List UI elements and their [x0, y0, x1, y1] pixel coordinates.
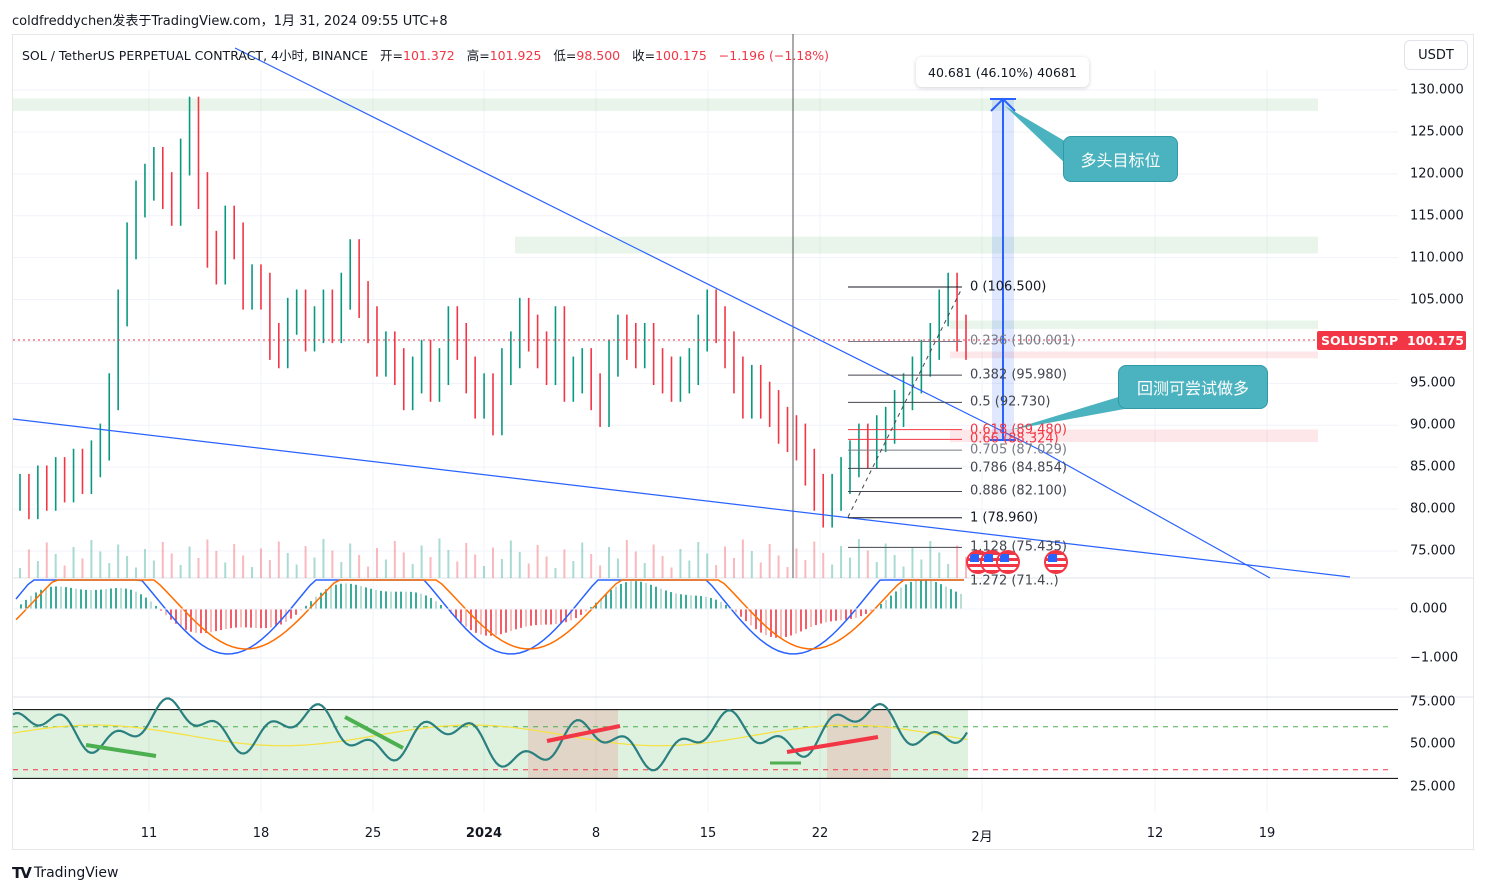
trendline-upper	[1039, 449, 1271, 579]
price-axis-label: 125.000	[1410, 124, 1464, 140]
time-axis-label: 11	[140, 826, 158, 841]
fvg-zone	[950, 320, 1318, 329]
price-tag-value: 100.175	[1407, 333, 1464, 348]
fib-level-label: 0.236 (100.001)	[970, 333, 1076, 349]
fib-level-label: 0.886 (82.100)	[970, 483, 1067, 499]
price-axis-label: 120.000	[1410, 166, 1464, 182]
chart-frame	[12, 34, 1474, 850]
price-axis-label: 75.000	[1410, 543, 1456, 559]
time-axis-label: 19	[1258, 826, 1276, 841]
tradingview-logo[interactable]: TV TradingView	[12, 864, 118, 882]
last-price-tag: SOLUSDT.P 100.175	[1317, 331, 1466, 350]
fib-level-label: 1 (78.960)	[970, 510, 1039, 526]
time-axis-label: 25	[364, 826, 382, 841]
rsi-bear-zone	[528, 709, 618, 779]
fvg-zone	[950, 351, 1318, 359]
rsi-band-fill	[13, 709, 968, 779]
fvg-zone	[13, 98, 1318, 111]
low-value: 98.500	[576, 48, 621, 63]
trendline-lower	[12, 418, 1351, 578]
price-tag-symbol: SOLUSDT.P	[1321, 333, 1399, 348]
brand-name: TradingView	[33, 865, 119, 881]
fib-level-label: 0.66 (88.324)	[970, 431, 1059, 447]
signal-line	[15, 579, 964, 650]
price-axis-label: 25.000	[1410, 779, 1456, 795]
rsi-ma-line	[12, 724, 968, 747]
time-axis-label: 15	[699, 826, 717, 841]
price-axis-label: 95.000	[1410, 375, 1456, 391]
price-axis-label: 90.000	[1410, 417, 1456, 433]
bull-divergence-line	[85, 743, 157, 758]
time-axis-label: 8	[591, 826, 601, 841]
fvg-zone	[950, 429, 1318, 443]
symbol-name[interactable]: SOL / TetherUS PERPETUAL CONTRACT, 4小时, …	[22, 48, 369, 63]
callout-pointer	[1010, 395, 1130, 430]
change-value: −1.196 (−1.18%)	[718, 48, 829, 63]
bear-divergence-line	[546, 724, 621, 743]
trendline-upper	[234, 47, 1041, 451]
close-value: 100.175	[655, 48, 707, 63]
price-axis-label: 75.000	[1410, 694, 1456, 710]
fib-level-label: 0.618 (89.480)	[970, 422, 1067, 438]
fib-level-label: 0.786 (84.854)	[970, 460, 1067, 476]
callout-pointer	[1005, 106, 1080, 168]
open-value: 101.372	[403, 48, 455, 63]
currency-button[interactable]: USDT	[1404, 40, 1468, 70]
time-axis-label: 2月	[971, 830, 993, 845]
price-axis-label: 115.000	[1410, 208, 1464, 224]
price-axis-label: 50.000	[1410, 736, 1456, 752]
attribution-text: coldfreddychen发表于TradingView.com，1月 31, …	[12, 14, 448, 29]
macd-line	[15, 579, 964, 655]
fib-level-label: 0 (106.500)	[970, 279, 1047, 295]
fib-level-label: 0.382 (95.980)	[970, 367, 1067, 383]
price-axis-label: 0.000	[1410, 601, 1448, 617]
symbol-legend: SOL / TetherUS PERPETUAL CONTRACT, 4小时, …	[22, 48, 829, 63]
price-axis-label: 105.000	[1410, 292, 1464, 308]
price-axis-label: −1.000	[1410, 650, 1459, 666]
time-axis-label: 2024	[465, 826, 503, 841]
fib-level-label: 0.705 (87.029)	[970, 442, 1067, 458]
price-axis-label: 130.000	[1410, 82, 1464, 98]
rsi-line	[12, 697, 968, 772]
callout-retest-long[interactable]: 回测可尝试做多	[1118, 365, 1268, 409]
time-axis-label: 12	[1146, 826, 1164, 841]
price-axis-label: 110.000	[1410, 250, 1464, 266]
us-flag-event-icon[interactable]	[996, 550, 1020, 574]
fib-level-label: 1.272 (71.4..)	[970, 573, 1059, 589]
time-axis-label: 18	[252, 826, 270, 841]
fib-level-label: 0.5 (92.730)	[970, 394, 1051, 410]
price-axis-label: 80.000	[1410, 501, 1456, 517]
bull-divergence-line	[344, 715, 404, 750]
fvg-zone	[515, 236, 1318, 254]
tv-logo-icon: TV	[12, 864, 32, 882]
fib-trend	[847, 287, 963, 518]
us-flag-event-icon[interactable]	[1044, 550, 1068, 574]
time-axis-label: 22	[811, 826, 829, 841]
high-value: 101.925	[489, 48, 542, 63]
callout-bull-target[interactable]: 多头目标位	[1063, 136, 1178, 182]
price-axis-label: 85.000	[1410, 459, 1456, 475]
bear-divergence-line	[786, 735, 879, 754]
measure-label: 40.681 (46.10%) 40681	[916, 57, 1089, 87]
